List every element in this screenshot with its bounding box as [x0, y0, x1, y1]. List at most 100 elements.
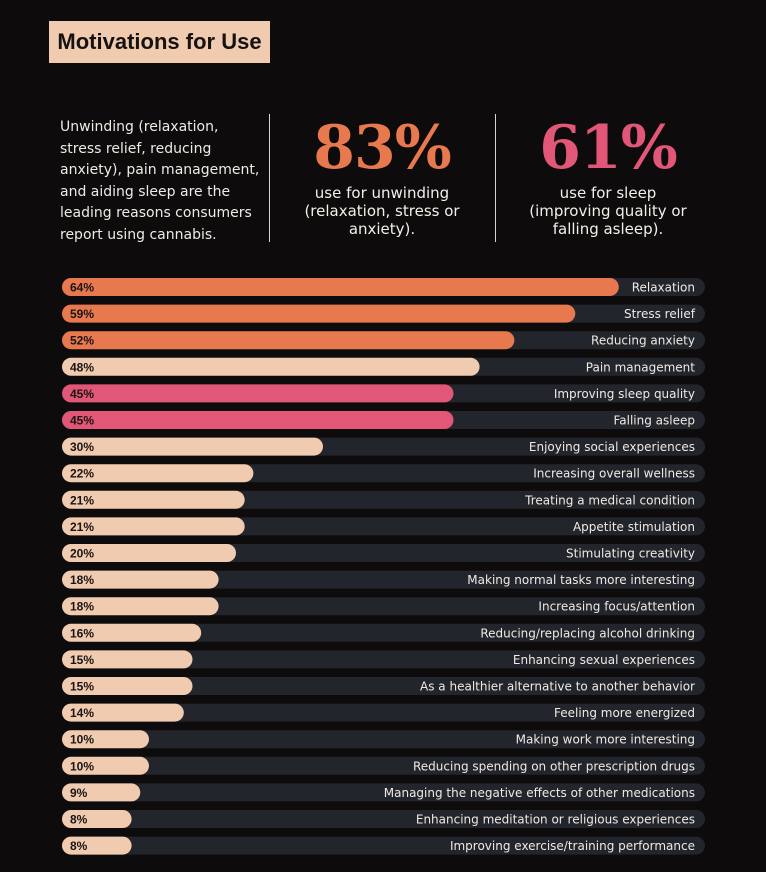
bar-track	[62, 836, 705, 855]
bar-category-label: Reducing spending on other prescription …	[413, 759, 695, 773]
divider-right	[495, 114, 496, 242]
bar	[62, 597, 219, 616]
bar	[62, 357, 480, 376]
bar-value-label: 48%	[70, 360, 94, 374]
bar-track	[62, 810, 705, 828]
bar-track	[62, 570, 705, 589]
bar	[62, 411, 454, 429]
bar-track	[62, 703, 705, 722]
bar-category-label: Reducing anxiety	[591, 334, 695, 348]
bar-value-label: 45%	[70, 387, 94, 401]
bar-row: 21% Treating a medical condition	[62, 490, 705, 509]
bar-category-label: Feeling more energized	[554, 706, 695, 720]
bar-value-label: 52%	[70, 334, 94, 348]
bar	[62, 756, 149, 775]
bar-row: 18% Making normal tasks more interesting	[62, 570, 705, 589]
bar-track	[62, 756, 705, 775]
bar-row: 15% As a healthier alternative to another…	[62, 677, 705, 695]
bar-track	[62, 623, 705, 642]
bar-row: 21% Appetite stimulation	[62, 517, 705, 536]
bar-value-label: 8%	[70, 813, 88, 827]
bar-value-label: 15%	[70, 653, 94, 667]
bar-value-label: 20%	[70, 547, 94, 561]
bar-category-label: Pain management	[586, 360, 695, 374]
bar-row: 20% Stimulating creativity	[62, 544, 705, 562]
bar-value-label: 59%	[70, 307, 94, 321]
bar-category-label: Reducing/replacing alcohol drinking	[480, 626, 695, 640]
stat-unwinding-value: 83%	[313, 113, 452, 183]
page-title: Motivations for Use	[49, 21, 270, 63]
bar	[62, 304, 576, 323]
bar-category-label: Enhancing sexual experiences	[513, 653, 695, 667]
bar-category-label: Improving exercise/training performance	[450, 839, 695, 853]
bar-category-label: Managing the negative effects of other m…	[384, 786, 695, 800]
bar-row: 10% Making work more interesting	[62, 730, 705, 749]
bar-track	[62, 677, 705, 695]
stat-unwinding-caption: use for unwinding (relaxation, stress or…	[304, 184, 460, 238]
bar-row: 18% Increasing focus/attention	[62, 597, 705, 616]
bar	[62, 570, 219, 589]
bar-value-label: 14%	[70, 706, 94, 720]
bar-category-label: Relaxation	[632, 281, 695, 295]
bar-row: 59% Stress relief	[62, 304, 705, 323]
divider-left	[269, 114, 270, 242]
stat-sleep-caption: use for sleep (improving quality or fall…	[529, 184, 687, 238]
bar-track	[62, 650, 705, 669]
bar-value-label: 45%	[70, 414, 94, 428]
bar-category-label: Making normal tasks more interesting	[467, 573, 695, 587]
bar-category-label: As a healthier alternative to another be…	[420, 680, 695, 694]
bar-value-label: 15%	[70, 680, 94, 694]
bar-row: 52% Reducing anxiety	[62, 331, 705, 350]
bar	[62, 650, 193, 669]
bar	[62, 730, 149, 749]
bar-category-label: Enhancing meditation or religious experi…	[416, 813, 695, 827]
bar-category-label: Stress relief	[624, 307, 696, 321]
bar-category-label: Appetite stimulation	[573, 520, 695, 534]
bar-value-label: 64%	[70, 281, 94, 295]
bar-row: 45% Falling asleep	[62, 411, 705, 429]
bar	[62, 331, 515, 350]
bar-row: 16% Reducing/replacing alcohol drinking	[62, 623, 705, 642]
bar-category-label: Improving sleep quality	[554, 387, 695, 401]
bar	[62, 836, 132, 855]
bar-category-label: Falling asleep	[613, 414, 695, 428]
bar-row: 8% Improving exercise/training performanc…	[62, 836, 705, 855]
bar-row: 14% Feeling more energized	[62, 703, 705, 722]
bar-row: 30% Enjoying social experiences	[62, 437, 705, 456]
bar-value-label: 9%	[70, 786, 88, 800]
bar-category-label: Stimulating creativity	[566, 547, 695, 561]
bar-category-label: Making work more interesting	[516, 733, 695, 747]
bar-value-label: 10%	[70, 733, 94, 747]
stat-sleep: 61% use for sleep (improving quality or …	[498, 112, 718, 238]
bar-value-label: 30%	[70, 440, 94, 454]
bar-row: 8% Enhancing meditation or religious expe…	[62, 810, 705, 828]
bar-category-label: Enjoying social experiences	[529, 440, 695, 454]
bar-value-label: 16%	[70, 626, 94, 640]
bar-value-label: 18%	[70, 600, 94, 614]
bar-row: 22% Increasing overall wellness	[62, 464, 705, 483]
bar-category-label: Treating a medical condition	[524, 493, 695, 507]
bar	[62, 677, 193, 695]
bar-track	[62, 597, 705, 616]
bar	[62, 623, 202, 642]
bar-row: 48% Pain management	[62, 357, 705, 376]
stat-unwinding: 83% use for unwinding (relaxation, stres…	[272, 112, 492, 238]
stat-sleep-value: 61%	[539, 113, 678, 183]
bar	[62, 544, 236, 562]
intro-text: Unwinding (relaxation, stress relief, re…	[60, 119, 260, 243]
bar-value-label: 18%	[70, 573, 94, 587]
bar-value-label: 10%	[70, 759, 94, 773]
bar-value-label: 21%	[70, 493, 94, 507]
bar-row: 9% Managing the negative effects of other…	[62, 783, 705, 802]
bar-value-label: 22%	[70, 467, 94, 481]
bar-track	[62, 730, 705, 749]
bar	[62, 810, 132, 828]
bar-category-label: Increasing overall wellness	[533, 467, 695, 481]
bar	[62, 464, 254, 483]
bar-row: 45% Improving sleep quality	[62, 384, 705, 403]
bar	[62, 517, 245, 536]
bar	[62, 437, 323, 456]
bar	[62, 783, 141, 802]
bar-row: 64% Relaxation	[62, 278, 705, 296]
